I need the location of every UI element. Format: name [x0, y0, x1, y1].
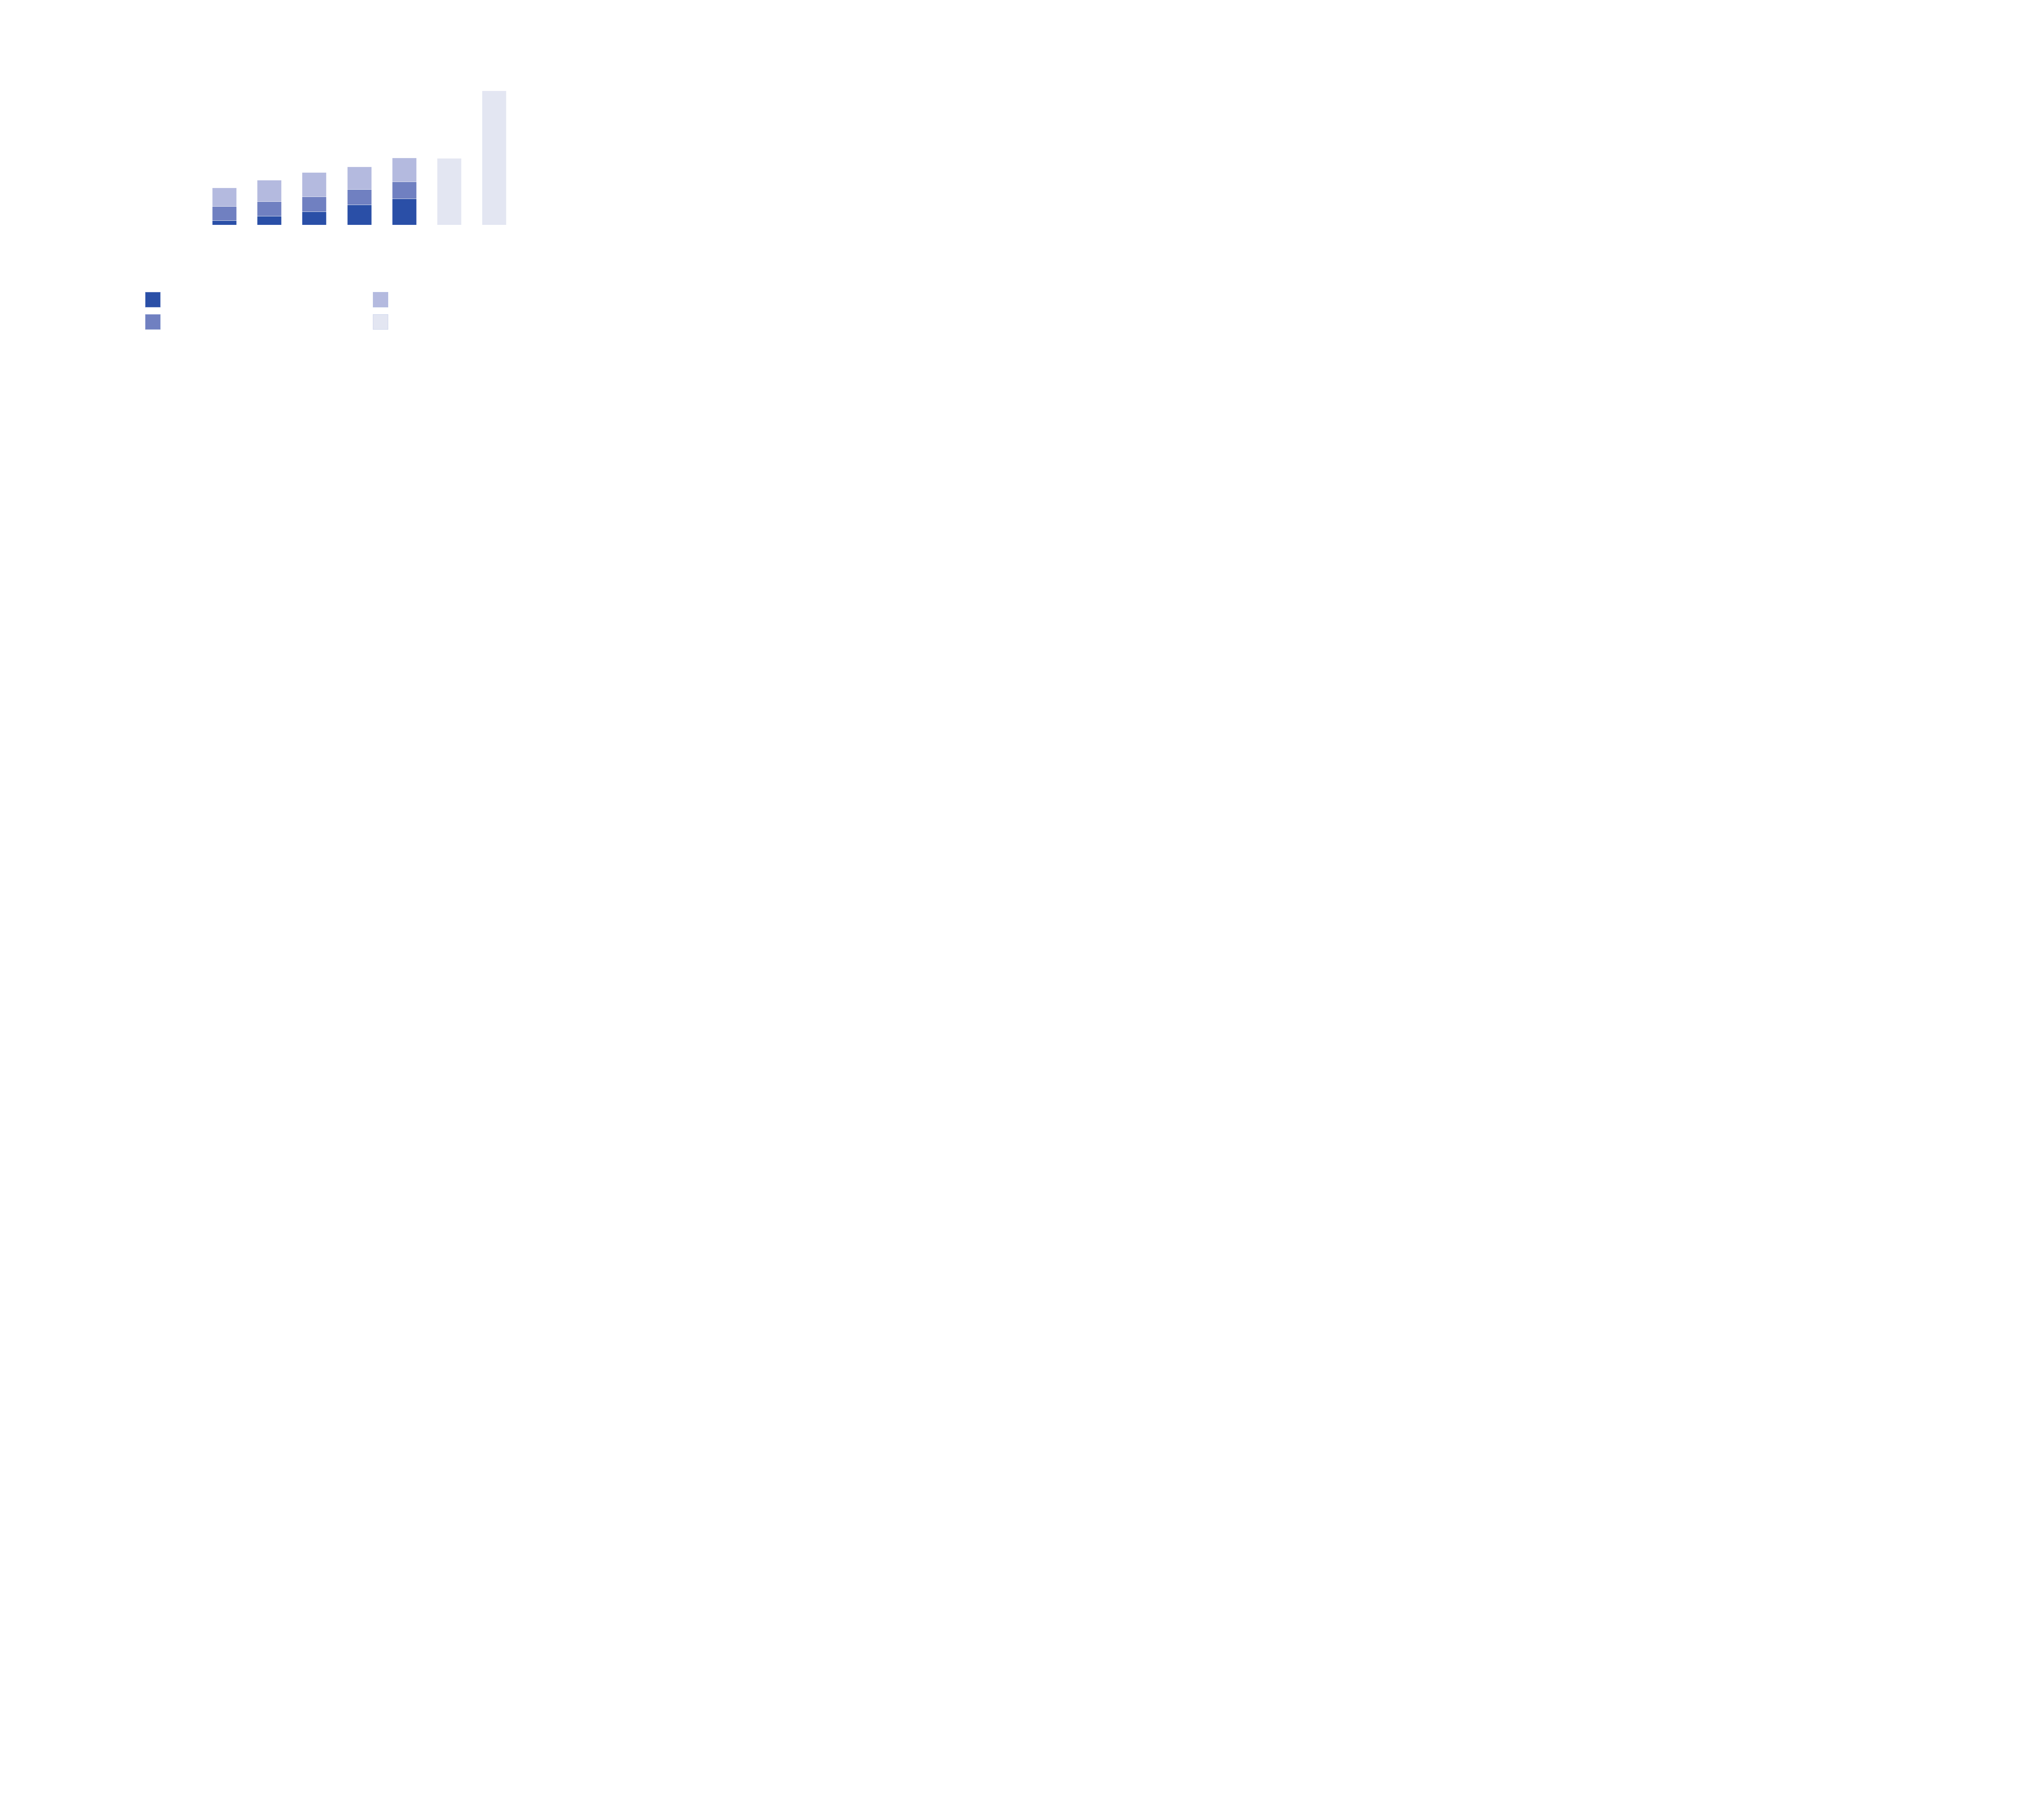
bar-4-segment-medium-blue [347, 189, 372, 205]
bar-4-segment-light-lavender [347, 167, 372, 190]
bar-1-segment-light-lavender [212, 188, 237, 206]
bar-4-segment-dark-blue [347, 205, 372, 225]
bar-7-segment-pale-lavender [482, 91, 507, 225]
chart-canvas [0, 0, 647, 364]
bar-2-segment-medium-blue [257, 201, 282, 216]
bar-2-segment-light-lavender [257, 180, 282, 202]
legend-swatch-medium-blue [145, 314, 161, 330]
bar-6-segment-pale-lavender [437, 158, 461, 225]
legend-swatch-light-lavender [373, 292, 388, 307]
bar-5-segment-medium-blue [392, 182, 417, 199]
bar-3-segment-medium-blue [302, 197, 327, 212]
plot-area [0, 0, 647, 364]
bar-1-segment-dark-blue [212, 220, 237, 225]
bar-5-segment-dark-blue [392, 199, 417, 225]
bar-3-segment-light-lavender [302, 172, 327, 197]
bar-2-segment-dark-blue [257, 216, 282, 225]
bar-3-segment-dark-blue [302, 212, 327, 225]
bar-1-segment-medium-blue [212, 206, 237, 220]
legend-swatch-pale-lavender [373, 314, 388, 330]
bar-5-segment-light-lavender [392, 158, 417, 182]
legend-swatch-dark-blue [145, 292, 161, 307]
